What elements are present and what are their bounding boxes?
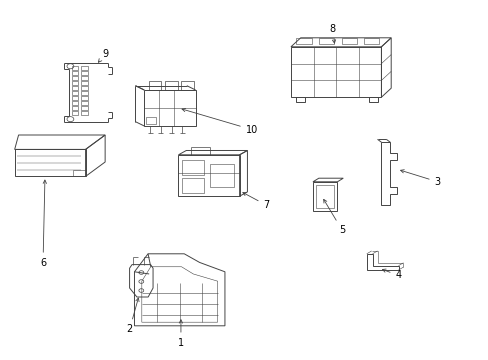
Bar: [81, 111, 87, 115]
Text: 2: 2: [126, 298, 139, 334]
Bar: [81, 91, 87, 95]
Bar: [81, 71, 87, 75]
Bar: [210, 164, 233, 187]
Bar: [72, 66, 78, 70]
Bar: [72, 71, 78, 75]
Bar: [81, 81, 87, 85]
Bar: [178, 155, 239, 196]
Bar: [81, 101, 87, 105]
Bar: [72, 96, 78, 100]
Bar: [72, 81, 78, 85]
Text: 8: 8: [329, 24, 335, 43]
Bar: [181, 81, 193, 90]
Bar: [165, 81, 177, 90]
Text: 5: 5: [323, 199, 345, 235]
Bar: [318, 37, 334, 44]
Bar: [296, 37, 311, 44]
Text: 10: 10: [182, 108, 258, 135]
Text: 7: 7: [243, 193, 269, 210]
Text: 1: 1: [178, 320, 183, 348]
Bar: [182, 160, 204, 175]
Bar: [312, 182, 337, 211]
Bar: [81, 86, 87, 90]
Text: 6: 6: [40, 180, 46, 268]
Bar: [182, 178, 204, 193]
Bar: [315, 185, 334, 208]
Bar: [81, 106, 87, 110]
Text: 4: 4: [382, 269, 401, 280]
Bar: [72, 86, 78, 90]
Bar: [364, 37, 379, 44]
Bar: [15, 149, 85, 176]
Bar: [81, 66, 87, 70]
Bar: [290, 47, 381, 97]
Bar: [144, 90, 195, 126]
Bar: [341, 37, 356, 44]
Bar: [149, 81, 161, 90]
Text: 9: 9: [98, 49, 108, 62]
Text: 3: 3: [400, 170, 440, 187]
Bar: [81, 96, 87, 100]
Bar: [72, 101, 78, 105]
Bar: [81, 76, 87, 80]
Bar: [145, 117, 156, 124]
Bar: [72, 91, 78, 95]
Bar: [72, 76, 78, 80]
Bar: [72, 106, 78, 110]
Bar: [72, 111, 78, 115]
